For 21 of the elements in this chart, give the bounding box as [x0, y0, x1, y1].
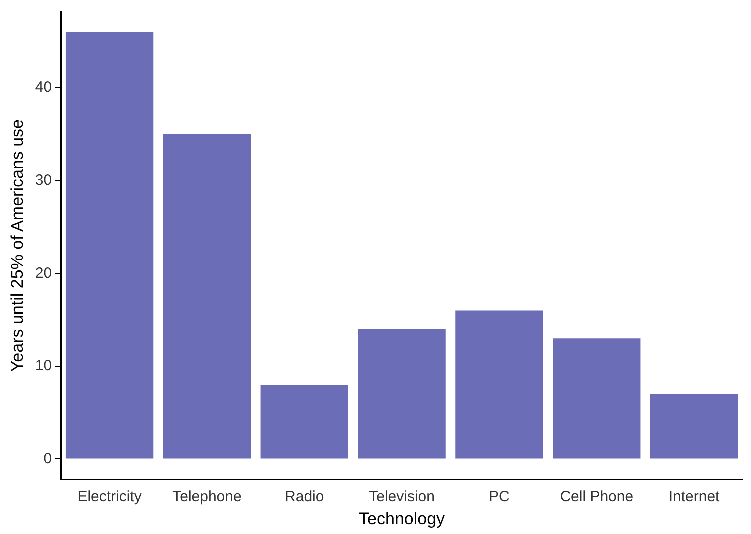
x-axis-title: Technology — [359, 509, 446, 528]
bar — [260, 384, 348, 459]
bar — [163, 134, 252, 459]
x-tick-label: Internet — [668, 488, 721, 506]
x-tick-label: Radio — [285, 488, 324, 506]
y-tick-label: 40 — [35, 79, 52, 96]
bar — [456, 310, 544, 459]
x-tick-label: PC — [489, 488, 510, 506]
bar — [553, 338, 641, 459]
y-tick-label: 0 — [44, 450, 52, 468]
bar — [66, 32, 154, 459]
y-tick-label: 10 — [35, 358, 52, 375]
bar — [650, 394, 738, 459]
x-tick-label: Cell Phone — [560, 488, 634, 506]
bar — [358, 329, 446, 459]
y-tick-label: 30 — [35, 172, 52, 189]
y-tick-label: 20 — [35, 264, 52, 282]
x-tick-label: Electricity — [78, 488, 142, 506]
x-tick-label: Television — [369, 488, 435, 506]
y-axis-title: Years until 25% of Americans use — [8, 119, 27, 372]
x-tick-label: Telephone — [172, 488, 242, 506]
